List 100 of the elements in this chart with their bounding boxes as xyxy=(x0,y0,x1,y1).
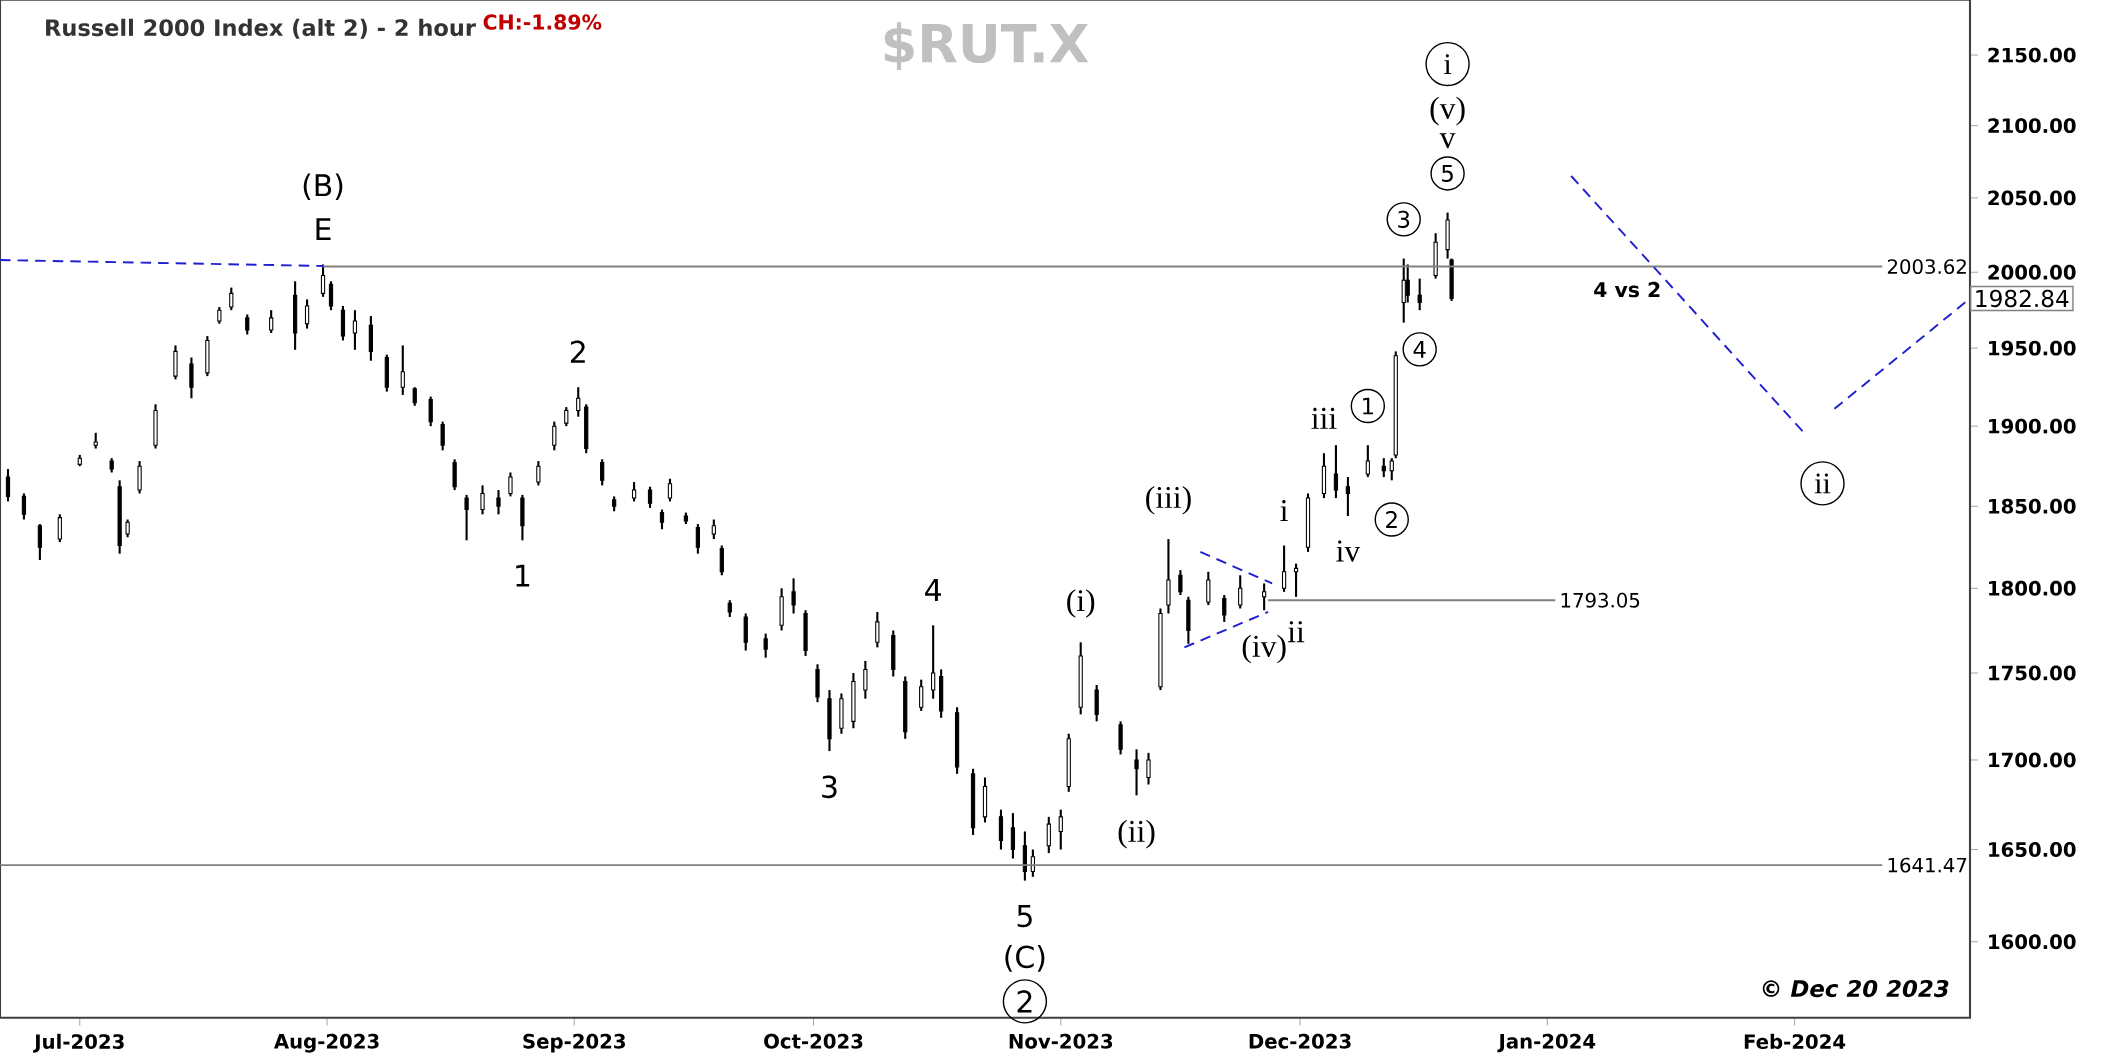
annotation: iii xyxy=(1311,407,1337,429)
annotation: © Dec 20 2023 xyxy=(1762,979,1949,998)
candlestick xyxy=(695,522,701,555)
x-tick-label: Oct-2023 xyxy=(764,1033,863,1049)
candlestick xyxy=(440,420,445,452)
candlestick xyxy=(480,484,485,516)
candlestick xyxy=(919,678,924,712)
annotation: (iv) xyxy=(1242,634,1286,664)
candlestick xyxy=(1206,570,1211,607)
candlestick xyxy=(1010,812,1016,860)
annotation: 2 xyxy=(1017,990,1032,1013)
candlestick xyxy=(711,518,716,541)
x-tick-label: Aug-2023 xyxy=(273,1033,379,1053)
annotation: 5 xyxy=(1017,905,1032,928)
candlestick xyxy=(1405,263,1410,304)
candlestick xyxy=(631,481,637,503)
y-tick-label: 2050.00 xyxy=(1988,190,2076,206)
candlestick xyxy=(412,386,417,407)
annotation: E xyxy=(316,218,331,241)
annotation: $RUT.X xyxy=(884,22,1089,71)
x-tick-label: Jan-2024 xyxy=(1497,1033,1596,1053)
annotation: 3 xyxy=(822,775,837,799)
candlestick xyxy=(1058,808,1063,851)
candlestick xyxy=(328,280,334,312)
y-tick-label: 2150.00 xyxy=(1988,47,2076,63)
series-label: 1641.47 xyxy=(1888,857,1967,873)
candlestick xyxy=(1389,457,1394,482)
annotation: 2 xyxy=(1386,511,1397,528)
candlestick xyxy=(600,458,605,487)
annotation: (C) xyxy=(1005,945,1045,972)
candlestick xyxy=(536,460,541,487)
y-tick-label: 1900.00 xyxy=(1989,418,2076,434)
annotation: iv xyxy=(1336,540,1361,562)
candlestick xyxy=(137,460,142,495)
x-tick-label: Dec-2023 xyxy=(1249,1033,1351,1049)
candlestick xyxy=(931,624,936,700)
annotation: 4 xyxy=(925,579,941,601)
candlestick xyxy=(508,471,513,498)
annotation: (B) xyxy=(303,173,343,200)
annotation: 3 xyxy=(1398,210,1410,228)
candlestick xyxy=(304,298,310,330)
candlestick xyxy=(1365,444,1370,479)
candlestick xyxy=(791,577,796,615)
annotation: (i) xyxy=(1067,589,1095,618)
annotation: v xyxy=(1439,133,1456,149)
annotation: 1982.84 xyxy=(1976,289,2069,308)
candlestick xyxy=(667,477,673,503)
candlestick xyxy=(464,493,469,542)
candlestick xyxy=(1281,544,1287,593)
annotation: ii xyxy=(1287,621,1305,643)
y-tick-label: 2100.00 xyxy=(1988,118,2076,134)
candlestick xyxy=(37,522,43,562)
candlestick xyxy=(1146,751,1151,786)
y-tick-label: 1850.00 xyxy=(1989,498,2076,514)
annotation: (ii) xyxy=(1118,819,1155,849)
annotation: 4 vs 2 xyxy=(1594,281,1660,298)
candlestick xyxy=(1238,574,1243,610)
candlestick xyxy=(719,544,724,577)
y-tick-label: 1700.00 xyxy=(1989,752,2076,768)
y-tick-label: 2000.00 xyxy=(1988,264,2076,280)
y-tick-label: 1600.00 xyxy=(1989,934,2076,950)
text: CH:-1.89% xyxy=(483,14,602,30)
x-tick-label: Feb-2024 xyxy=(1744,1033,1846,1050)
candlestick xyxy=(1222,593,1227,623)
annotation: ii xyxy=(1814,473,1831,494)
annotation: 1 xyxy=(516,564,530,587)
candlestick xyxy=(21,492,27,521)
candlestick xyxy=(1046,815,1051,855)
legend-label: 2003.62 xyxy=(1887,259,1966,275)
candlestick xyxy=(245,313,250,336)
annotation: i xyxy=(1280,500,1288,522)
x-tick-label: Sep-2023 xyxy=(523,1033,625,1053)
candlestick xyxy=(496,489,501,516)
series-label: 1793.05 xyxy=(1561,592,1640,608)
y-tick-label: 1950.00 xyxy=(1989,340,2076,356)
y-tick-label: 1650.00 xyxy=(1989,842,2076,857)
candlestick xyxy=(400,344,405,396)
annotation: 1 xyxy=(1363,397,1373,415)
text: Russell 2000 Index (alt 2) - 2 hour xyxy=(46,18,476,39)
annotation: 5 xyxy=(1442,164,1453,182)
candlestick xyxy=(998,808,1004,851)
candlestick xyxy=(320,263,326,298)
candlestick xyxy=(352,309,358,351)
candlestick xyxy=(1401,257,1406,324)
candlestick xyxy=(763,632,768,659)
annotation: i xyxy=(1444,54,1452,74)
annotation: (v) xyxy=(1430,96,1465,126)
candlestick xyxy=(57,513,62,544)
candlestick xyxy=(1178,569,1183,597)
x-tick-label: Jul-2023 xyxy=(33,1033,124,1053)
candlestick xyxy=(1262,582,1267,612)
candlestick xyxy=(659,508,665,531)
candlestick xyxy=(1345,476,1351,518)
annotation: (iii) xyxy=(1146,485,1191,515)
x-tick-label: Nov-2023 xyxy=(1009,1033,1113,1049)
candlestick xyxy=(552,420,557,452)
annotation: 4 xyxy=(1413,341,1426,358)
candlestick xyxy=(1417,277,1422,312)
candlestick xyxy=(863,659,868,700)
candlestick xyxy=(1134,748,1139,797)
